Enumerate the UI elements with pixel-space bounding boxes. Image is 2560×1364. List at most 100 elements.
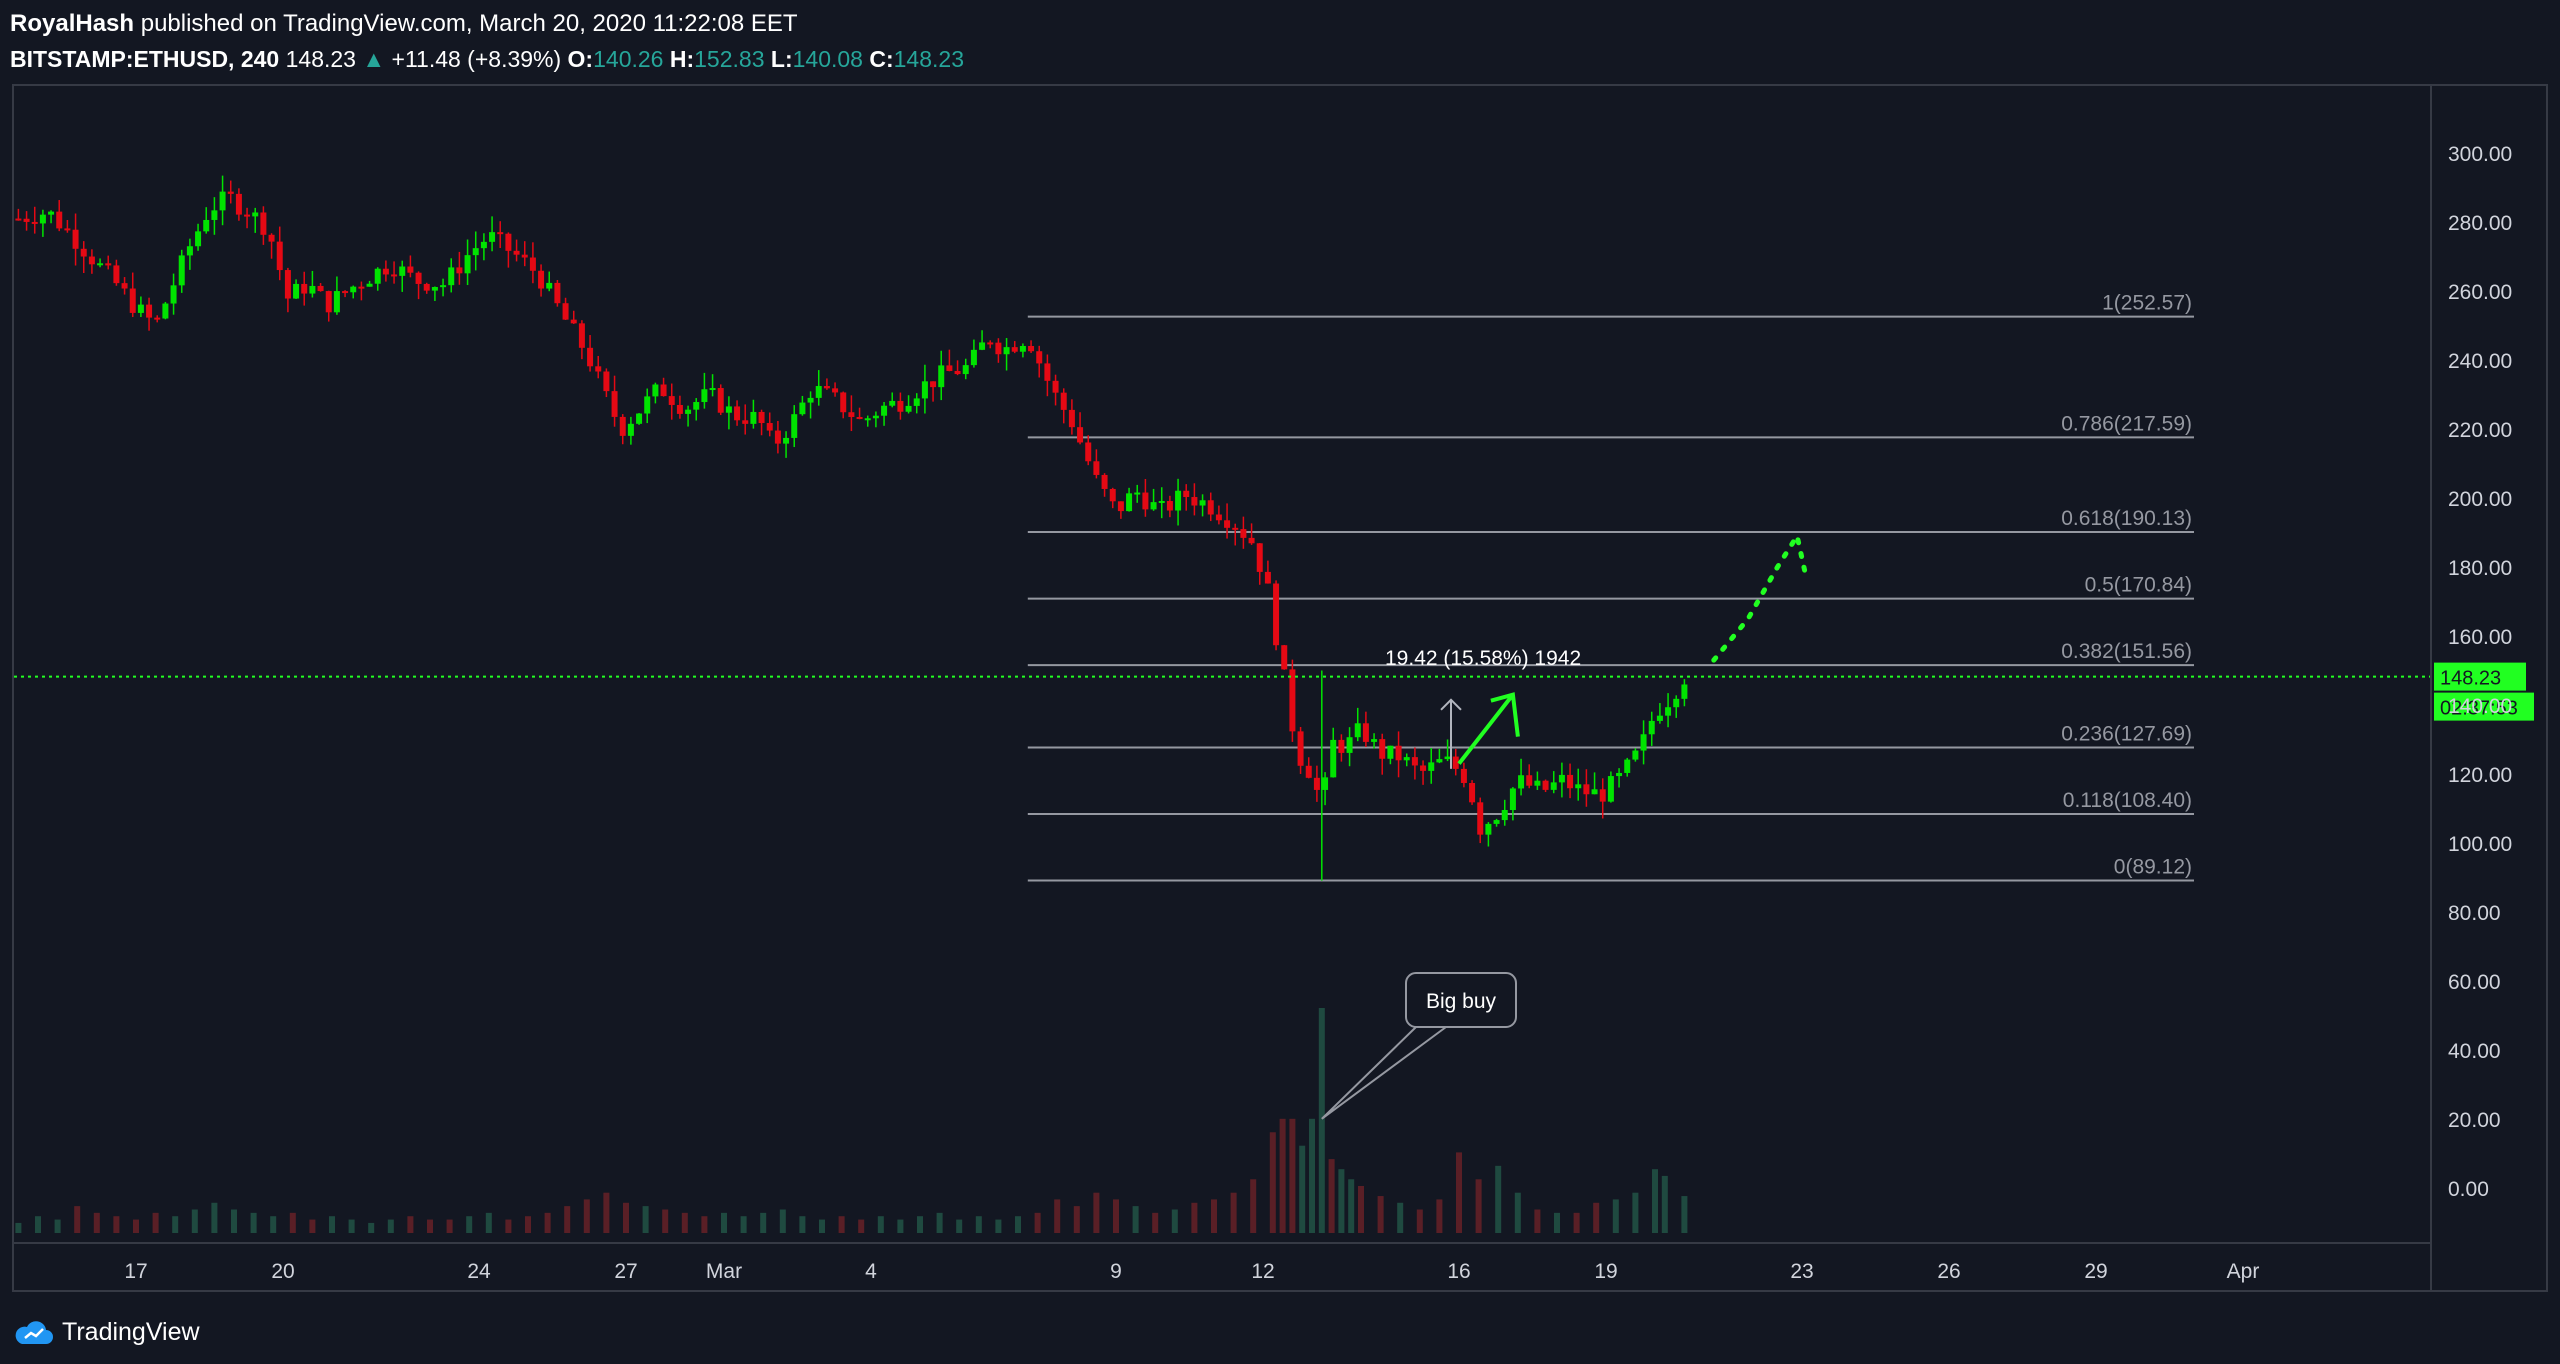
volume-bar [897,1219,904,1233]
drawings[interactable]: 148.23 02:37:53 19.42 (15.58%) 1942 Big buy [14,529,2534,1120]
time-tick-label: 23 [1790,1260,1813,1283]
candle-body [252,212,259,217]
price-tick-label: 280.00 [2448,212,2512,235]
candle-body [1175,490,1182,511]
volume-bar [1495,1165,1502,1233]
candle-body [293,283,300,299]
candle-body [178,255,185,286]
candle-body [113,265,120,284]
candle-body [832,388,839,393]
chart-pane[interactable] [12,84,2432,1292]
open-label: O: [567,46,594,72]
candle-body [970,349,977,366]
candle-body [1240,529,1247,538]
candle-body [627,423,634,436]
time-tick-label: 17 [124,1260,147,1283]
volume-bar [701,1216,708,1233]
fib-level-label: 0.5(170.84) [2085,574,2192,597]
volume-bar [1681,1196,1688,1233]
candle-body [195,231,202,247]
candle-body [930,381,937,388]
candle-body [146,304,153,318]
candle-body [562,303,569,320]
candle-body [1150,502,1157,510]
volume-bar [1593,1202,1600,1233]
candle-body [1207,500,1214,515]
candle-body [954,370,961,375]
time-tick-label: Mar [706,1260,742,1283]
candle-body [1085,442,1092,462]
candle-body [1469,782,1476,803]
green-arrow [1457,693,1515,765]
candle-body [1534,780,1541,786]
candle-body [480,241,487,249]
volume-bar [35,1216,41,1233]
author-name[interactable]: RoyalHash [10,10,135,37]
candle-body [1387,745,1394,759]
candle-body [1346,737,1353,753]
candle-body [1093,461,1100,475]
candle-body [1656,715,1663,721]
volume-bar [603,1192,610,1233]
candle-body [1550,782,1557,790]
candle-body [1379,739,1386,759]
candle-body [105,263,112,266]
candle-body [121,283,128,289]
candle-body [407,266,414,273]
volume-bar [289,1212,296,1233]
candle-body [1428,762,1435,771]
volume-bar [858,1219,865,1233]
time-tick-label: 9 [1110,1260,1122,1283]
candle-body [1411,757,1418,766]
close-value: 148.23 [893,46,964,72]
volume-bar [1456,1152,1462,1233]
candle-body [1452,756,1459,769]
candle-body [1117,501,1124,512]
time-tick-label: 19 [1594,1260,1617,1283]
time-tick-label: 20 [271,1260,294,1283]
fibonacci-retracement[interactable]: 1(252.57) 0.786(217.59) 0.618(190.13) 0.5(1… [1027,292,2194,882]
candle-body [464,255,471,274]
high-label: H: [669,46,695,72]
volume-bar [1534,1209,1541,1233]
candle-body [1460,768,1467,783]
candle-body [456,267,463,274]
candle-body [758,411,765,424]
volume-bar [1475,1179,1482,1233]
symbol-name[interactable]: BITSTAMP:ETHUSD, 240 [10,46,280,72]
candle-body [1632,750,1639,760]
candle-body [889,400,896,406]
price-change: +11.48 (+8.39%) [391,46,562,72]
candle-body [962,365,969,375]
candle-body [64,228,71,231]
volume-bar [54,1219,61,1233]
candle-body [1126,493,1133,512]
price-tick-label: 220.00 [2448,419,2512,442]
volume-bar [1250,1179,1257,1233]
volume-bar [1073,1206,1080,1233]
volume-bar [93,1212,100,1233]
candle-body [595,366,602,372]
volume-bar [564,1206,571,1233]
candle-body [350,286,357,293]
tradingview-brand[interactable]: TradingView [62,1317,200,1346]
candle-body [80,248,87,257]
candle-body [317,285,324,292]
volume-bar [1230,1192,1237,1233]
candle-body [448,267,455,286]
volume-bar [427,1219,433,1233]
price-scale[interactable] [2432,84,2548,1292]
candle-body [276,241,283,271]
candle-body [1273,583,1280,646]
candle-body [1256,543,1263,572]
price-tick-label: 300.00 [2448,143,2512,166]
candle-body [1575,784,1582,789]
candle-body [1101,474,1108,489]
volume-bar [760,1212,767,1233]
volume-bar [740,1216,747,1233]
volume-bars [15,1008,1688,1233]
candle-body [619,416,626,436]
candle-body [603,371,610,392]
candle-body [1224,520,1231,528]
